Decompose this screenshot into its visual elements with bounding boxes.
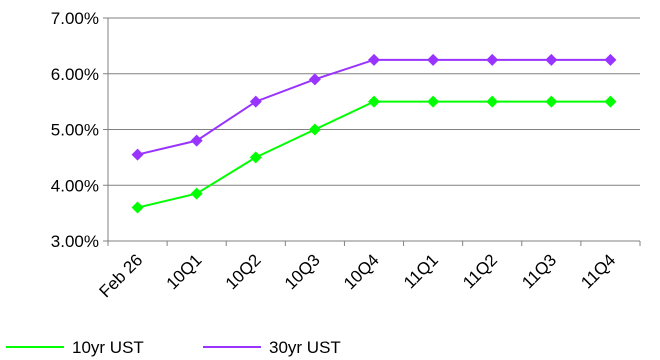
x-tick-label: 11Q4 [577, 250, 619, 292]
x-tick-label: 10Q2 [222, 250, 265, 293]
data-point [545, 53, 558, 66]
x-tick-label: 11Q2 [459, 250, 501, 292]
y-tick-label: 5.00% [51, 121, 99, 140]
y-tick-label: 4.00% [51, 176, 99, 195]
y-tick-label: 7.00% [51, 9, 99, 28]
x-tick-label: 11Q1 [400, 250, 442, 292]
x-axis-ticks: Feb 26 10Q1 10Q2 10Q3 10Q4 11Q1 11Q2 11Q3 11Q4 [96, 241, 641, 301]
legend-label-30yr-ust: 30yr UST [269, 338, 341, 357]
x-tick-label: 10Q1 [163, 250, 206, 293]
data-point [190, 134, 203, 147]
data-point [249, 95, 262, 108]
series-0 [131, 95, 617, 214]
x-tick-label: 10Q3 [281, 250, 324, 293]
x-tick-label: 11Q3 [518, 250, 560, 292]
data-point [308, 123, 321, 136]
data-point [131, 201, 144, 214]
data-point [368, 95, 380, 108]
data-point [308, 73, 321, 86]
y-axis-ticks: 3.00% 4.00% 5.00% 6.00% 7.00% [51, 9, 108, 251]
data-point [545, 95, 558, 108]
y-tick-label: 3.00% [51, 232, 99, 251]
data-point [486, 95, 499, 108]
legend-entry-10yr-ust: 10yr UST [6, 338, 144, 357]
data-point [190, 187, 203, 200]
data-point [427, 95, 440, 108]
data-point [604, 53, 617, 66]
legend: 10yr UST 30yr UST [6, 338, 341, 357]
legend-label-10yr-ust: 10yr UST [72, 338, 144, 357]
data-point [131, 148, 144, 161]
data-point [604, 95, 617, 108]
data-point [249, 151, 262, 164]
x-tick-label: Feb 26 [96, 250, 147, 301]
y-tick-label: 6.00% [51, 65, 99, 84]
x-tick-label: 10Q4 [340, 250, 383, 293]
legend-entry-30yr-ust: 30yr UST [203, 338, 341, 357]
gridlines [108, 17, 640, 242]
data-point [368, 53, 380, 66]
series-line [137, 100, 611, 209]
series-1 [131, 53, 617, 161]
data-point [486, 53, 499, 66]
series-lines [131, 53, 617, 214]
data-point [427, 53, 440, 66]
